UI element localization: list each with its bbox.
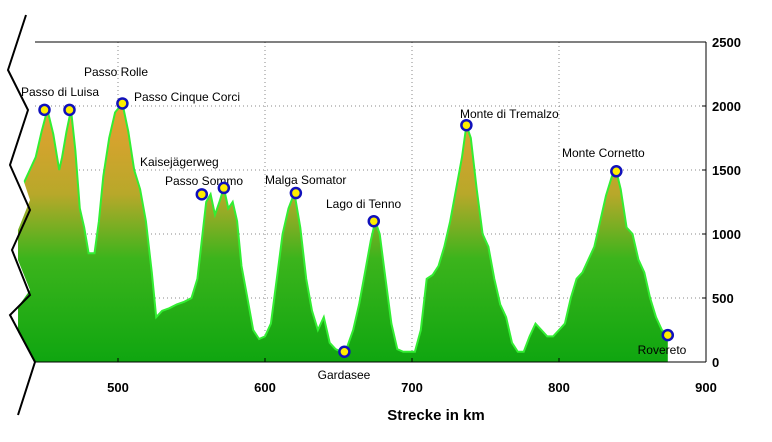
y-tick-label-3: 1500 — [712, 163, 741, 178]
y-tick-label-2: 1000 — [712, 227, 741, 242]
peak-label-11: Rovereto — [638, 343, 687, 357]
elevation-line — [17, 101, 669, 353]
peak-marker-7 — [338, 345, 351, 359]
peak-label-2: Passo Rolle — [84, 65, 148, 79]
x-tick-label-4: 900 — [695, 380, 717, 395]
peak-label-6: Malga Somator — [265, 173, 346, 187]
peak-marker-2 — [116, 97, 129, 110]
x-tick-label-3: 800 — [548, 380, 570, 395]
peak-markers: Passo di Luisa Passo Rolle Passo Cinque Co… — [21, 65, 687, 382]
peak-label-9: Monte di Tremalzo — [460, 107, 559, 121]
peak-label-8: Lago di Tenno — [326, 197, 402, 211]
x-tick-label-2: 700 — [401, 380, 423, 395]
y-tick-label-1: 500 — [712, 291, 734, 306]
break-zigzag-line — [6, 14, 37, 416]
peak-label-5: Kaisejägerweg — [140, 155, 219, 169]
x-axis-title: Strecke in km — [387, 407, 485, 424]
x-tick-label-0: 500 — [107, 380, 129, 395]
y-tick-label-0: 0 — [712, 355, 719, 370]
peak-marker-6 — [289, 186, 303, 200]
elevation-fill — [18, 103, 668, 362]
peak-label-7: Gardasee — [318, 368, 371, 382]
axis-break — [0, 14, 37, 416]
peak-label-0: Passo di Luisa — [21, 85, 99, 99]
peak-marker-4 — [195, 188, 209, 201]
y-tick-label-5: 2500 — [712, 35, 741, 50]
axis-ticks: 0 500 1000 1500 2000 2500 500 600 700 800 900 — [107, 35, 741, 395]
peak-marker-0 — [38, 103, 51, 117]
peak-marker-8 — [367, 214, 381, 228]
peak-label-3: Passo Cinque Corci — [134, 90, 240, 104]
peak-marker-9 — [460, 118, 473, 132]
peak-label-10: Monte Cornetto — [562, 146, 645, 160]
peak-marker-11 — [661, 328, 675, 342]
elevation-area — [17, 101, 669, 362]
plot-frame — [35, 41, 707, 363]
peak-marker-5 — [217, 181, 231, 195]
peak-marker-10 — [610, 165, 623, 178]
x-tick-label-1: 600 — [254, 380, 276, 395]
peak-marker-1 — [63, 103, 76, 117]
peak-label-4: Passo Sommo — [165, 174, 243, 188]
y-tick-label-4: 2000 — [712, 99, 741, 114]
